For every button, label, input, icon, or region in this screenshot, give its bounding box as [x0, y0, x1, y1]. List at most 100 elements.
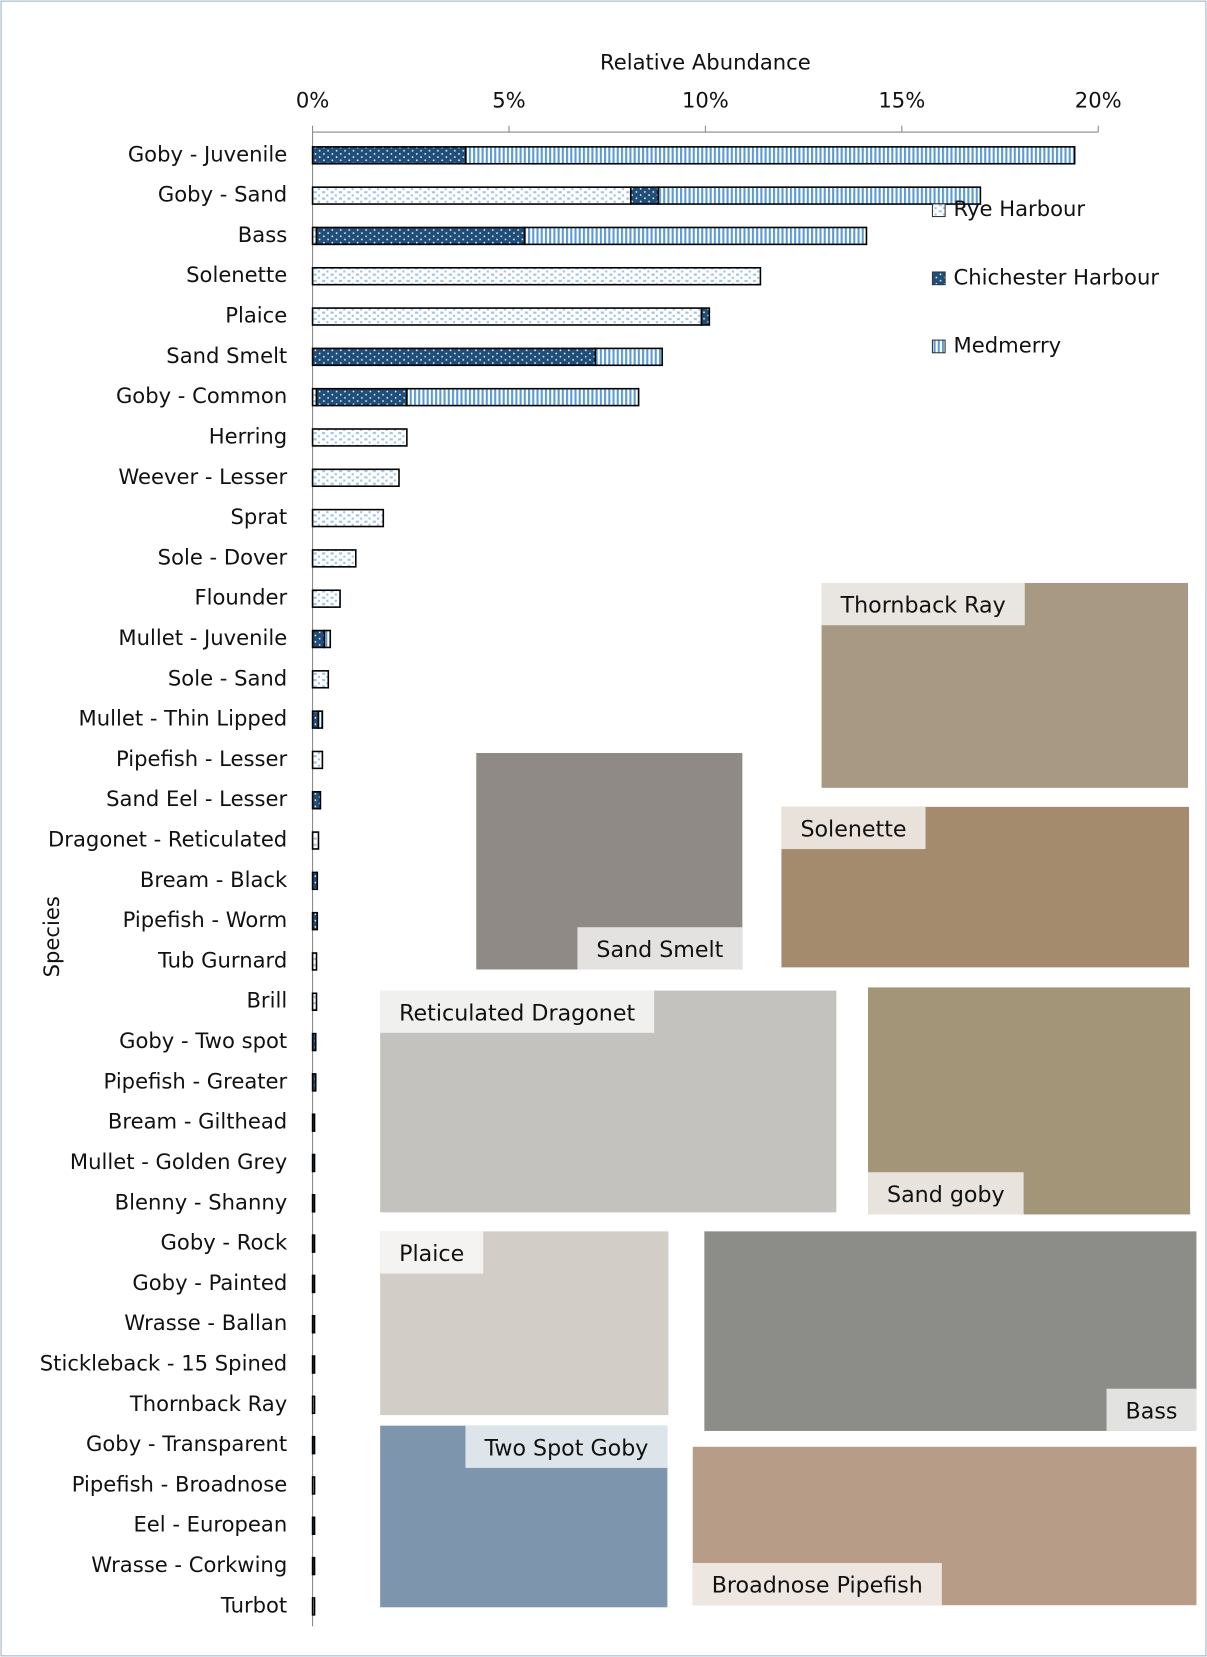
y-tick-label: Thornback Ray — [129, 1391, 287, 1416]
photo-caption: Reticulated Dragonet — [399, 1000, 635, 1026]
bar-segment — [315, 226, 526, 246]
bar-segment — [323, 629, 332, 649]
bar-segment — [311, 1274, 316, 1294]
y-tick-label: Blenny - Shanny — [115, 1189, 288, 1214]
bar-segment — [700, 307, 711, 326]
bar-segment — [311, 710, 320, 729]
caption-box — [692, 1562, 942, 1606]
y-tick-label: Stickleback - 15 Spined — [40, 1351, 287, 1376]
y-tick-label: Turbot — [220, 1592, 287, 1617]
y-tick-label: Sand Smelt — [166, 343, 287, 368]
y-tick-label: Pipefish - Lesser — [116, 746, 288, 771]
y-tick-label: Flounder — [194, 585, 287, 610]
photo: Sand Smelt — [476, 752, 743, 970]
bar-segment — [594, 347, 663, 367]
bar-segment — [311, 266, 762, 286]
y-tick-label: Goby - Two spot — [119, 1028, 287, 1053]
bar-segment — [311, 790, 322, 810]
legend-label: Medmerry — [954, 332, 1062, 357]
photo: Sand goby — [868, 987, 1191, 1215]
bar-segment — [406, 387, 640, 407]
photo: Solenette — [781, 806, 1190, 968]
y-tick-label: Goby - Rock — [161, 1230, 288, 1255]
photo: Two Spot Goby — [380, 1425, 668, 1608]
photo: Plaice — [380, 1231, 669, 1416]
bar-segment — [311, 1476, 316, 1495]
y-tick-label: Herring — [209, 423, 288, 448]
bar-segment — [311, 1073, 317, 1092]
x-tick-label: 20% — [1075, 87, 1122, 112]
bar-segment — [311, 428, 408, 447]
y-tick-label: Pipefish - Greater — [104, 1068, 288, 1093]
y-tick-label: Sole - Dover — [158, 544, 288, 569]
bar-segment — [311, 1153, 316, 1173]
bar-segment — [523, 226, 868, 246]
bar-segment — [311, 1435, 316, 1455]
photo: Broadnose Pipefish — [692, 1446, 1197, 1606]
photo-caption: Plaice — [399, 1241, 464, 1267]
caption-box — [380, 1231, 484, 1274]
y-tick-label: Eel - European — [133, 1512, 287, 1537]
caption-box — [1106, 1388, 1197, 1431]
bar-segment — [629, 186, 660, 205]
photo: Thornback Ray — [821, 582, 1188, 788]
y-tick-label: Mullet - Golden Grey — [70, 1149, 287, 1174]
y-tick-label: Plaice — [225, 303, 287, 328]
legend-swatch — [931, 271, 946, 286]
legend-swatch — [931, 203, 946, 218]
bar-segment — [464, 146, 1076, 165]
photo: Reticulated Dragonet — [380, 990, 837, 1213]
y-tick-label: Weever - Lesser — [118, 464, 287, 489]
photo-caption: Sand Smelt — [596, 937, 723, 963]
bar-segment — [315, 387, 408, 407]
bar-segment — [657, 186, 982, 205]
x-tick-label: 5% — [492, 87, 526, 112]
bar-segment — [311, 468, 400, 488]
y-tick-label: Dragonet - Reticulated — [48, 827, 287, 852]
y-tick-label: Mullet - Thin Lipped — [79, 706, 288, 731]
legend-label: Rye Harbour — [954, 196, 1086, 221]
y-tick-label: Wrasse - Ballan — [124, 1310, 287, 1335]
bar-segment — [311, 992, 318, 1011]
bar-segment — [311, 1113, 316, 1132]
bar-segment — [311, 186, 632, 205]
y-tick-label: Tub Gurnard — [157, 947, 287, 972]
y-tick-label: Goby - Sand — [158, 182, 287, 207]
y-tick-label: Mullet - Juvenile — [118, 625, 287, 650]
x-tick-label: 15% — [878, 87, 925, 112]
y-tick-label: Goby - Common — [116, 383, 287, 408]
photo-caption: Sand goby — [887, 1182, 1005, 1208]
photo-caption: Bass — [1126, 1398, 1178, 1424]
x-tick-label: 10% — [682, 87, 729, 112]
bar-segment — [311, 1556, 316, 1576]
bar-segment — [311, 1395, 316, 1415]
bar-segment — [311, 1597, 316, 1616]
y-tick-label: Bream - Black — [140, 867, 288, 892]
y-tick-label: Wrasse - Corkwing — [91, 1552, 287, 1577]
bar-segment — [311, 1355, 316, 1374]
caption-box — [577, 927, 743, 970]
y-tick-label: Goby - Painted — [132, 1270, 287, 1295]
bar-segment — [311, 911, 319, 931]
bar-segment — [311, 670, 330, 689]
bar-segment — [311, 1314, 316, 1334]
bar-segment — [311, 1032, 317, 1052]
photo-caption: Thornback Ray — [840, 593, 1006, 619]
legend-swatch — [931, 339, 946, 354]
bar-segment — [311, 347, 597, 367]
y-tick-label: Goby - Transparent — [86, 1431, 287, 1456]
y-axis-title: Species — [39, 896, 64, 977]
bar-segment — [311, 1194, 316, 1213]
photo: Bass — [704, 1231, 1197, 1431]
y-tick-label: Solenette — [186, 262, 287, 287]
y-tick-label: Sole - Sand — [168, 665, 287, 690]
legend-label: Chichester Harbour — [954, 264, 1160, 289]
bar-segment — [311, 952, 318, 971]
x-tick-label: 0% — [296, 87, 329, 112]
y-tick-label: Brill — [246, 988, 287, 1013]
bar-segment — [311, 831, 320, 850]
y-tick-label: Pipefish - Worm — [123, 907, 288, 932]
y-tick-label: Goby - Juvenile — [128, 141, 287, 166]
bar-segment — [311, 629, 326, 649]
